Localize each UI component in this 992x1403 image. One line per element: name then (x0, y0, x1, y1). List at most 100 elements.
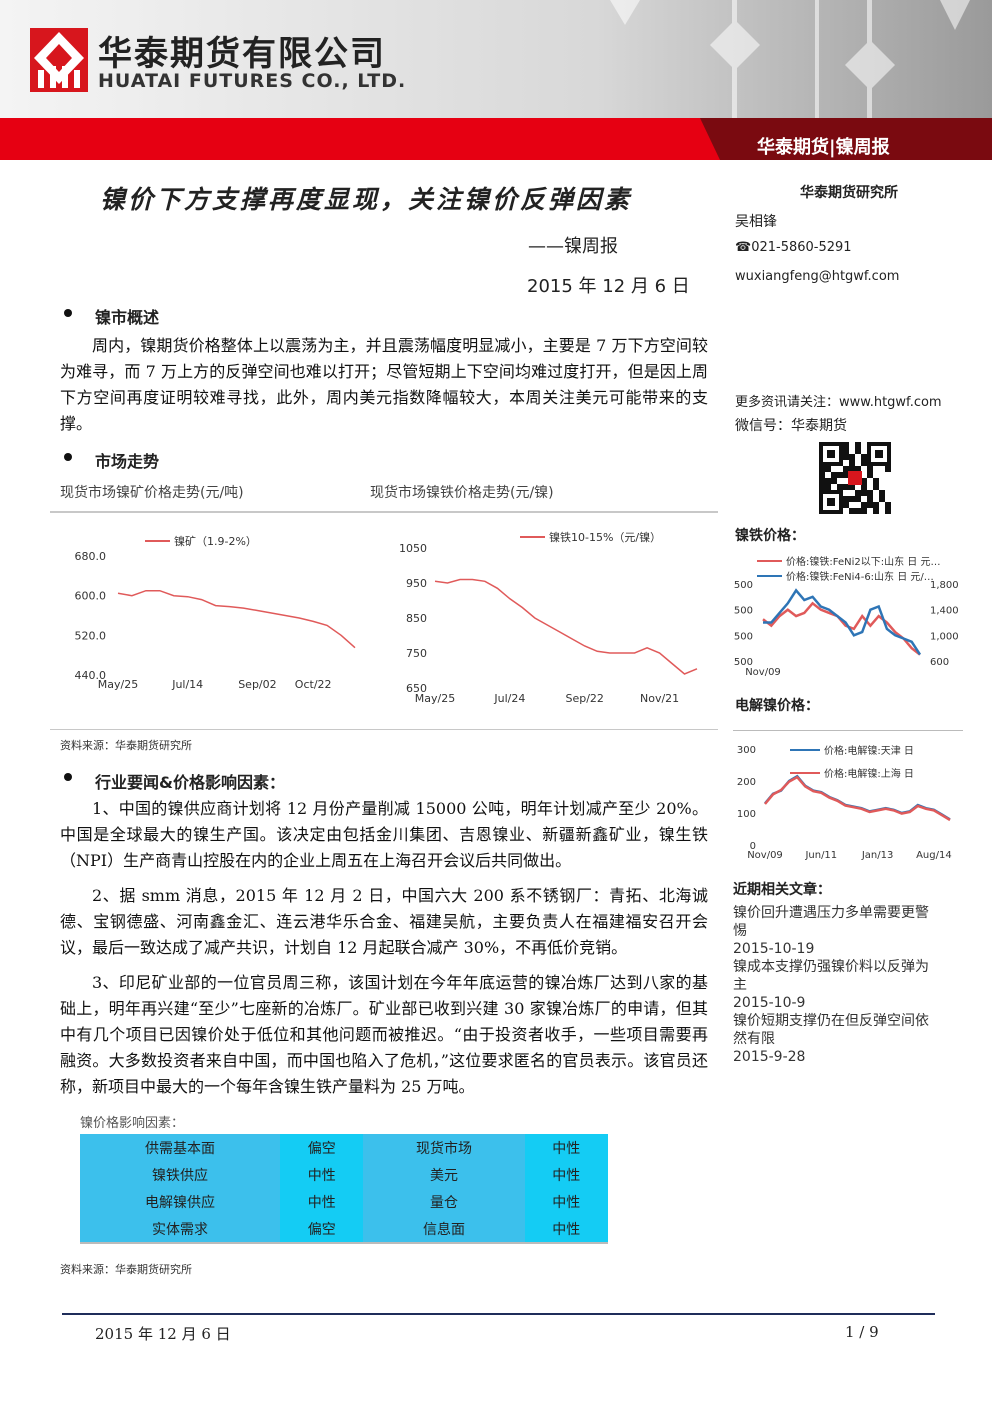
table-cell: 量仓 (363, 1188, 525, 1215)
qr-cell (885, 466, 891, 472)
x-tick-label: May/25 (415, 692, 455, 705)
bullet (64, 309, 72, 317)
table-cell: 中性 (524, 1161, 608, 1188)
wechat: 微信号：华泰期货 (735, 418, 847, 434)
qr-cell (831, 472, 837, 478)
series-line (764, 774, 951, 821)
company-cn: 华泰期货有限公司 (98, 34, 386, 74)
qr-cell (861, 490, 867, 496)
qr-code (819, 442, 891, 514)
table-cell: 中性 (524, 1215, 608, 1243)
qr-cell (855, 466, 861, 472)
qr-cell (861, 508, 867, 514)
legend-label: 价格:电解镍:天津 日 (824, 744, 914, 757)
qr-cell (825, 478, 831, 484)
divider (733, 730, 963, 731)
company-en: HUATAI FUTURES CO., LTD. (98, 70, 407, 92)
y-tick-label: 300 (737, 745, 756, 756)
paragraph: 2、据 smm 消息，2015 年 12 月 2 日，中国六大 200 系不锈钢… (60, 886, 708, 957)
qr-cell (837, 484, 843, 490)
source: 资料来源：华泰期货研究所 (60, 1263, 192, 1276)
y-tick-label: 520.0 (75, 629, 107, 642)
electrolytic-title: 电解镍价格： (735, 698, 819, 714)
y-tick-label: 100 (737, 809, 756, 820)
header-bg (0, 0, 992, 118)
logo (30, 28, 88, 92)
y-tick-label: 0 (750, 841, 756, 852)
paragraph: 周内，镍期货价格整体上以震荡为主，并且震荡幅度明显减小，主要是 7 万下方空间较… (60, 336, 708, 433)
table-cell: 现货市场 (363, 1134, 525, 1161)
x-tick-label: Sep/02 (238, 678, 276, 691)
y-tick-label: 500 (734, 631, 753, 642)
banner: 华泰期货|镍周报 (757, 137, 890, 158)
date: 2015 年 12 月 6 日 (527, 276, 690, 297)
qr-cell (849, 454, 855, 460)
qr-cell (873, 478, 879, 484)
qr-finder (827, 450, 835, 458)
chart: 440.0 520.0 600.0 680.0 May/25 Jul/14 Sep/02 Oc… (75, 534, 356, 691)
table-cell: 电解镍供应 (80, 1188, 281, 1215)
qr-cell (867, 472, 873, 478)
series-line (763, 588, 922, 656)
paragraph: 1、中国的镍供应商计划将 12 月份产量削减 15000 公吨，明年计划减产至少… (60, 799, 708, 870)
x-tick-label: Jan/13 (861, 850, 894, 861)
institute: 华泰期货研究所 (800, 185, 898, 201)
subtitle: ——镍周报 (528, 236, 618, 257)
table-cell: 偏空 (280, 1215, 364, 1243)
y-tick-label: 680.0 (75, 550, 107, 563)
x-tick-label: Sep/22 (565, 692, 603, 705)
qr-cell (873, 484, 879, 490)
section-heading: 镍市概述 (95, 308, 160, 327)
qr-cell (861, 478, 867, 484)
y-tick-label: 1,800 (930, 580, 959, 591)
qr-cell (855, 490, 861, 496)
qr-cell (855, 496, 861, 502)
qr-cell (867, 490, 873, 496)
qr-cell (873, 508, 879, 514)
article-date: 2015-9-28 (733, 1049, 806, 1065)
qr-cell (861, 484, 867, 490)
series-line (434, 578, 698, 675)
related-title: 近期相关文章： (733, 882, 831, 898)
qr-cell (843, 442, 849, 448)
table-row: 镍铁供应 中性 美元 中性 (80, 1161, 608, 1188)
y-tick-label: 1,000 (930, 631, 959, 642)
title: 镍价下方支撑再度显现，关注镍价反弹因素 (100, 185, 633, 214)
qr-cell (819, 472, 825, 478)
legend-label: 镍矿（1.9-2%） (174, 534, 257, 548)
table-row: 实体需求 偏空 信息面 中性 (80, 1215, 608, 1243)
table-cell: 供需基本面 (80, 1134, 281, 1161)
article-title: 镍价短期支撑仍在但反弹空间依然有限 (733, 1013, 929, 1047)
qr-cell (855, 442, 861, 448)
chart: 6001,0001,4001,800500500500500Nov/09价格:镍… (734, 555, 959, 678)
qr-cell (879, 490, 885, 496)
series-line (117, 589, 356, 649)
series-line (762, 601, 921, 656)
y-tick-label: 600 (930, 657, 949, 668)
x-tick-label: May/25 (98, 678, 138, 691)
qr-cell (819, 478, 825, 484)
qr-cell (831, 478, 837, 484)
phone: ☎021-5860-5291 (735, 240, 852, 255)
source: 资料来源：华泰期货研究所 (60, 739, 192, 752)
qr-cell (873, 502, 879, 508)
chart: 650 750 850 950 1050 May/25 Jul/24 Sep/22 Nov/21… (399, 530, 698, 705)
y-tick-label: 950 (406, 577, 427, 590)
y-tick-label: 440.0 (75, 669, 107, 682)
y-tick-label: 650 (406, 682, 427, 695)
qr-cell (867, 466, 873, 472)
table-cell: 中性 (524, 1134, 608, 1161)
qr-cell (867, 502, 873, 508)
qr-cell (843, 472, 849, 478)
ferronickel-title: 镍铁价格： (735, 528, 805, 544)
qr-cell (825, 484, 831, 490)
bullet (64, 773, 72, 781)
x-tick-label: Nov/09 (745, 667, 781, 678)
article-title: 镍成本支撑仍强镍价料以反弹为主 (733, 959, 929, 993)
qr-cell (819, 484, 825, 490)
banner-bg (700, 118, 992, 160)
table-caption: 镍价格影响因素： (80, 1116, 185, 1131)
qr-cell (867, 496, 873, 502)
more-info: 更多资讯请关注：www.htgwf.com (735, 395, 942, 410)
y-tick-label: 500 (734, 580, 753, 591)
